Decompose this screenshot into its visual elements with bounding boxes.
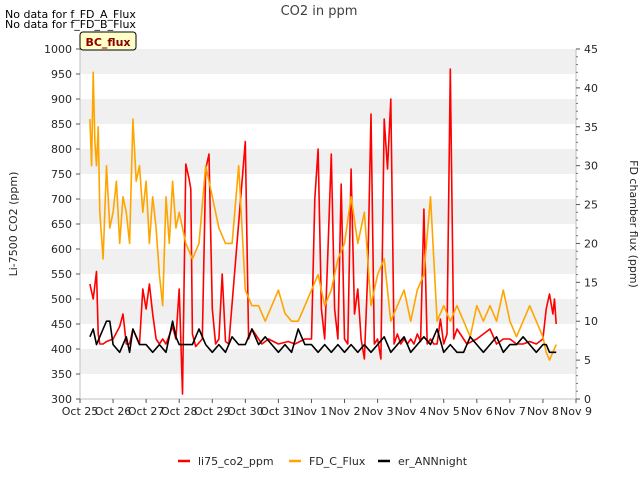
y2-tick-label: 15 [584,276,598,289]
plot-background-bands [79,49,577,400]
y2-tick-label: 40 [584,82,598,95]
no-data-annotation-a: No data for f_FD_A_Flux [5,8,136,21]
x-tick-label: Oct 28 [161,405,198,418]
y-tick-label: 600 [51,243,72,256]
grid-band [80,149,576,174]
y-tick-label: 700 [51,193,72,206]
legend: li75_co2_ppm FD_C_Flux er_ANNnight [178,455,468,468]
chart-title: CO2 in ppm [281,4,358,19]
x-tick-label: Nov 9 [560,405,592,418]
grid-band [80,99,576,124]
y2-tick-label: 45 [584,43,598,56]
series-lines [89,68,557,395]
x-tick-label: Nov 6 [461,405,493,418]
y-tick-label: 500 [51,293,72,306]
series-line-li75-co2-ppm [89,68,557,395]
x-tick-label: Nov 4 [395,405,427,418]
y2-tick-label: 20 [584,237,598,250]
bc-flux-badge: BC_flux [79,31,137,51]
y-tick-label: 800 [51,143,72,156]
x-tick-label: Oct 25 [62,405,99,418]
y2-tick-label: 10 [584,315,598,328]
x-tick-label: Nov 7 [494,405,526,418]
y-tick-label: 950 [51,68,72,81]
y2-tick-label: 5 [584,354,591,367]
bc-flux-badge-label: BC_flux [85,36,130,49]
y2-tick-label: 35 [584,121,598,134]
grid-band [80,299,576,324]
x-tick-label: Oct 27 [128,405,165,418]
y2-tick-label: 0 [584,393,591,406]
x-tick-label: Nov 8 [527,405,559,418]
grid-band [80,349,576,374]
y-axis-left: 300 350 400 450 500 550 600 650 700 750 800 850 900 9… [44,43,80,406]
legend-label: FD_C_Flux [309,455,366,468]
legend-label: er_ANNnight [398,455,468,468]
bc-flux-badge-box [79,31,137,51]
y-tick-label: 550 [51,268,72,281]
y-tick-label: 850 [51,118,72,131]
x-tick-label: Oct 26 [95,405,132,418]
y-tick-label: 350 [51,368,72,381]
x-tick-label: Nov 3 [362,405,394,418]
y-tick-label: 1000 [44,43,72,56]
y-tick-label: 300 [51,393,72,406]
y-tick-label: 450 [51,318,72,331]
y-axis-right: 0 5 10 15 20 25 30 35 40 45 [576,43,598,406]
grid-band [80,199,576,224]
x-tick-label: Oct 30 [227,405,264,418]
y2-tick-label: 30 [584,160,598,173]
series-line-er-annnight [89,320,557,354]
x-tick-label: Oct 29 [194,405,231,418]
y-axis-label-right: FD chamber flux (ppm) [627,160,640,288]
x-tick-label: Oct 31 [260,405,297,418]
x-tick-label: Nov 1 [295,405,327,418]
y2-tick-label: 25 [584,199,598,212]
y-axis-label-left: Li-7500 CO2 (ppm) [7,172,20,277]
x-tick-label: Nov 2 [329,405,361,418]
y-tick-label: 400 [51,343,72,356]
x-tick-label: Nov 5 [428,405,460,418]
y-tick-label: 750 [51,168,72,181]
legend-label: li75_co2_ppm [198,455,274,468]
no-data-annotation-b: No data for f_FD_B_Flux [5,18,136,31]
grid-band [80,49,576,74]
y-tick-label: 650 [51,218,72,231]
y-tick-label: 900 [51,93,72,106]
series-line-fd-c-flux [89,71,557,361]
